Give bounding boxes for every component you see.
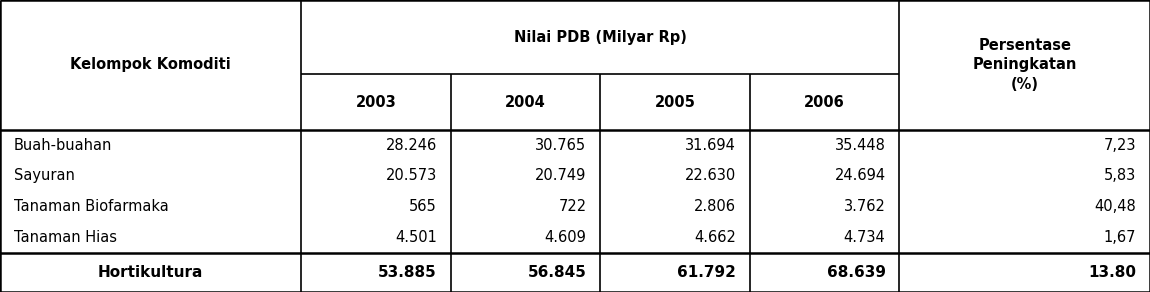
Text: 2.806: 2.806 [693, 199, 736, 214]
Text: 5,83: 5,83 [1104, 168, 1136, 183]
Text: 4.501: 4.501 [396, 230, 437, 245]
Text: 2003: 2003 [355, 95, 397, 110]
Text: 40,48: 40,48 [1095, 199, 1136, 214]
Text: 1,67: 1,67 [1104, 230, 1136, 245]
Text: 7,23: 7,23 [1104, 138, 1136, 153]
Text: 35.448: 35.448 [835, 138, 886, 153]
Text: 20.749: 20.749 [535, 168, 586, 183]
Text: 22.630: 22.630 [684, 168, 736, 183]
Text: 28.246: 28.246 [385, 138, 437, 153]
Text: 20.573: 20.573 [385, 168, 437, 183]
Text: 31.694: 31.694 [685, 138, 736, 153]
Text: 13.80: 13.80 [1088, 265, 1136, 280]
Text: Buah-buahan: Buah-buahan [14, 138, 113, 153]
Text: 4.734: 4.734 [844, 230, 886, 245]
Text: Tanaman Biofarmaka: Tanaman Biofarmaka [14, 199, 169, 214]
Text: 2005: 2005 [654, 95, 696, 110]
Text: 565: 565 [409, 199, 437, 214]
Text: Tanaman Hias: Tanaman Hias [14, 230, 117, 245]
Text: 68.639: 68.639 [827, 265, 886, 280]
Text: Hortikultura: Hortikultura [98, 265, 204, 280]
Text: Persentase
Peningkatan
(%): Persentase Peningkatan (%) [973, 38, 1076, 92]
Text: Sayuran: Sayuran [14, 168, 75, 183]
Text: 722: 722 [559, 199, 586, 214]
Text: 56.845: 56.845 [528, 265, 586, 280]
Text: Kelompok Komoditi: Kelompok Komoditi [70, 58, 231, 72]
Text: 24.694: 24.694 [835, 168, 886, 183]
Text: 53.885: 53.885 [378, 265, 437, 280]
Text: 61.792: 61.792 [677, 265, 736, 280]
Text: Nilai PDB (Milyar Rp): Nilai PDB (Milyar Rp) [514, 30, 687, 45]
Text: 2006: 2006 [804, 95, 845, 110]
Text: 4.662: 4.662 [695, 230, 736, 245]
Text: 3.762: 3.762 [844, 199, 886, 214]
Text: 2004: 2004 [505, 95, 546, 110]
Text: 30.765: 30.765 [536, 138, 586, 153]
Text: 4.609: 4.609 [545, 230, 586, 245]
